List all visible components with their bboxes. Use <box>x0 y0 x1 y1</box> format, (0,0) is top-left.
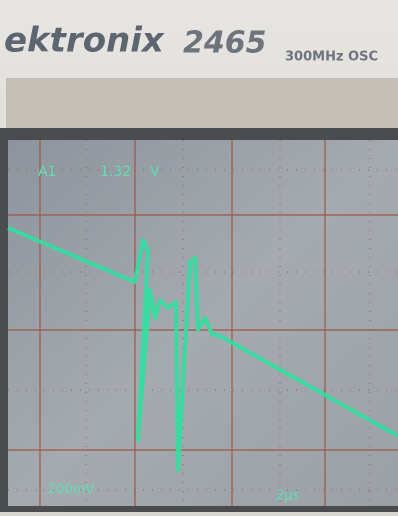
channel-readout: A1 <box>38 164 56 180</box>
time-readout: 2μs <box>276 489 300 504</box>
bezel <box>6 78 398 128</box>
brand: ektronix <box>4 21 165 61</box>
volts-readout: 200mV <box>48 483 94 498</box>
level-readout: 1.32 <box>100 164 131 180</box>
model: 2465 <box>183 26 267 61</box>
oscilloscope: ektronix 2465 300MHz OSC A1 1.32 V 200mV… <box>0 0 398 512</box>
photo: ektronix 2465 300MHz OSC A1 1.32 V 200mV… <box>0 0 398 512</box>
spec: 300MHz OSC <box>285 50 378 65</box>
unit-readout: V <box>150 164 160 180</box>
